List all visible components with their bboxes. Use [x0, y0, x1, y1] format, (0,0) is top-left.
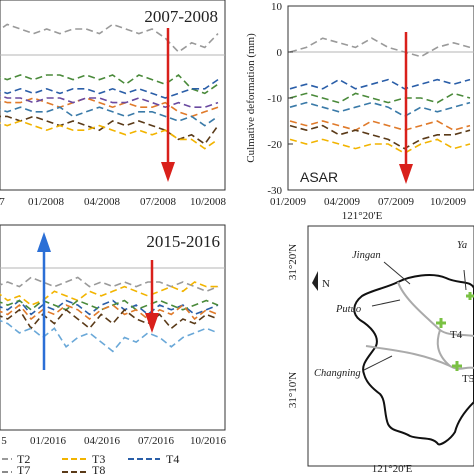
series-line	[289, 92, 471, 104]
series-line	[289, 101, 471, 118]
district-boundary	[353, 274, 474, 446]
y-tick-label: -10	[267, 93, 282, 105]
x-tick-label: 04/2009	[324, 196, 361, 208]
panel-bottom-left-series	[0, 276, 219, 353]
x-tick-label: 04/2016	[84, 435, 121, 447]
legend: T2 T3 T4 T7 T8	[2, 452, 179, 474]
series-line	[0, 303, 219, 321]
red-arrow-head	[399, 164, 413, 184]
legend-label: T2	[17, 452, 30, 466]
point-marker-t5: T5	[452, 361, 474, 385]
district-label-changning: Changning	[314, 368, 361, 379]
legend-label: T3	[92, 452, 105, 466]
north-arrow-label: N	[322, 278, 330, 290]
x-tick-label: 07/2008	[140, 196, 177, 208]
x-tick-label: 04/2008	[84, 196, 121, 208]
legend-label: T7	[17, 463, 30, 474]
point-marker-t4: T4	[436, 318, 463, 341]
panel-top-left-x-ticks: 7 01/2008 04/2008 07/2008 10/2008	[0, 196, 227, 208]
district-inner-line	[397, 281, 474, 337]
series-line	[0, 78, 219, 99]
x-tick-label: 5	[1, 435, 7, 447]
series-line	[0, 23, 219, 54]
panel-top-left-title: 2007-2008	[144, 7, 218, 26]
panel-bottom-left-x-ticks: 5 01/2016 04/2016 07/2016 10/2016	[1, 435, 226, 447]
district-inner-line	[436, 329, 451, 367]
label-leader	[363, 355, 393, 371]
x-tick-label: 01/2008	[28, 196, 65, 208]
legend-label: T8	[92, 463, 105, 474]
panel-top-left-series	[0, 23, 219, 150]
series-line	[0, 319, 219, 353]
series-line	[0, 281, 218, 307]
satellite-label: ASAR	[300, 169, 338, 185]
series-line	[0, 97, 219, 118]
district-label-jingan: Jingan	[352, 250, 381, 261]
series-line	[0, 106, 219, 127]
x-tick-label: 01/2016	[30, 435, 67, 447]
legend-item-t8: T8	[62, 463, 105, 474]
panel-top-left: 2007-2008 7 01/2008 04/2008 07/2008 10/2…	[0, 0, 227, 208]
district-label-putuo: Putuo	[335, 304, 361, 315]
map-frame	[307, 225, 474, 467]
y-tick-label: -20	[267, 139, 282, 151]
x-tick-label: 10/2016	[190, 435, 227, 447]
panel-top-right-series	[289, 37, 471, 155]
series-line	[289, 138, 471, 155]
panel-top-left-frame	[0, 0, 226, 191]
x-tick-label: 01/2009	[270, 196, 307, 208]
legend-item-t4: T4	[128, 452, 179, 466]
panel-bottom-left: 2015-2016 5 01/2016 04/2016 07/2016 10/2…	[0, 224, 227, 447]
red-arrow-head	[145, 313, 159, 333]
map-panel: 121°20'E 31°20'N 31°10'N 121°20'E N Jing…	[287, 210, 474, 474]
panel-top-right-x-ticks: 01/2009 04/2009 07/2009 10/2009	[270, 196, 467, 208]
series-line	[0, 308, 219, 330]
x-tick-label: 10/2008	[190, 196, 227, 208]
y-tick-label: 0	[277, 47, 283, 59]
series-line	[0, 276, 219, 293]
legend-item-t7: T7	[2, 463, 30, 474]
legend-label: T4	[166, 452, 179, 466]
label-leader	[463, 269, 467, 291]
series-line	[289, 120, 471, 132]
map-top-lon-label: 121°20'E	[342, 210, 383, 222]
blue-arrow-head	[37, 232, 51, 252]
y-tick-label: -30	[267, 185, 282, 197]
series-line	[289, 37, 471, 58]
legend-item-t3: T3	[62, 452, 105, 466]
x-tick-label: 07/2016	[138, 435, 175, 447]
series-line	[289, 78, 471, 90]
map-bottom-lat-label: 31°10'N	[287, 372, 299, 408]
panel-top-right: ASAR 10 0 -10 -20 -30 Culmative deformat…	[245, 1, 474, 208]
series-line	[0, 120, 219, 150]
x-tick-label: 07/2009	[378, 196, 415, 208]
label-leader	[383, 261, 411, 285]
panel-bottom-left-frame	[0, 224, 226, 431]
map-bottom-lon-label: 121°20'E	[372, 463, 413, 474]
red-arrow-head	[161, 162, 175, 182]
north-arrow-icon: N	[312, 271, 330, 291]
legend-item-t2: T2	[2, 452, 30, 466]
series-line	[289, 124, 471, 150]
map-top-lat-label: 31°20'N	[287, 244, 299, 280]
point-label-t5: T5	[462, 373, 474, 385]
x-tick-label: 10/2009	[430, 196, 467, 208]
panel-top-right-frame	[287, 5, 474, 191]
point-label-t4: T4	[450, 329, 463, 341]
series-line	[0, 73, 219, 95]
y-tick-label: 10	[271, 1, 283, 13]
y-axis-label: Culmative deformation (mm)	[245, 33, 257, 163]
panel-bottom-left-title: 2015-2016	[146, 232, 220, 251]
series-line	[0, 94, 219, 109]
point-marker-top	[466, 292, 474, 300]
panel-top-right-y-ticks: 10 0 -10 -20 -30	[267, 1, 293, 197]
label-leader	[371, 299, 401, 307]
x-tick-label: 7	[0, 196, 5, 208]
district-label-ya: Ya	[457, 240, 467, 251]
